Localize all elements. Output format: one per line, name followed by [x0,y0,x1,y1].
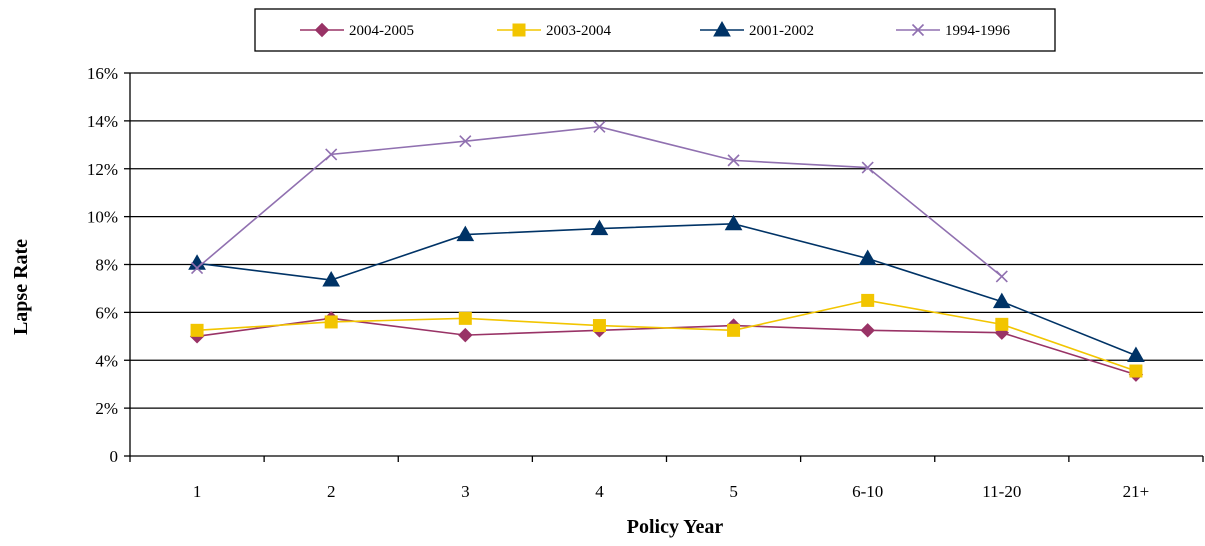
data-point [188,254,206,270]
data-point [458,327,473,343]
y-tick-label: 4% [95,351,118,370]
legend-marker [512,23,526,37]
y-axis-title: Lapse Rate [10,239,32,335]
legend-item: 2003-2004 [497,23,611,39]
data-point [861,161,874,174]
y-tick-label: 8% [95,256,118,275]
data-point [727,154,740,167]
series-2001-2002 [188,214,1145,362]
y-tick-label: 16% [87,64,118,83]
data-point [727,323,741,337]
x-axis-title: Policy Year [627,516,724,538]
series-line [197,299,1137,372]
data-point [995,270,1008,283]
x-tick-label: 11-20 [982,482,1021,501]
data-point [190,323,204,337]
series-2003-2004 [190,293,1143,378]
y-tick-label: 10% [87,208,118,227]
x-tick-label: 3 [461,482,470,501]
legend-marker [314,22,330,38]
x-tick-label: 6-10 [852,482,883,501]
x-tick-label: 1 [193,482,202,501]
data-point [322,271,341,287]
y-tick-label: 0 [110,447,119,466]
legend-box [254,8,1056,52]
data-point [992,292,1011,309]
data-point [590,219,609,236]
data-point [458,311,472,325]
data-point [592,319,606,333]
legend-marker [713,20,731,37]
legend-label: 1994-1996 [945,23,1010,39]
series-line [196,126,1003,278]
data-point [459,135,472,148]
data-point [860,323,875,338]
series-line [196,317,1137,376]
y-tick-label: 6% [95,303,118,322]
data-point [325,148,338,161]
legend: 2004-2005 2003-2004 2001-2002 1994-1996 [254,8,1056,52]
axes [124,72,1204,462]
x-tick-label: 21+ [1123,482,1150,501]
series-1994-1996 [190,120,1008,283]
data-point [1127,346,1145,362]
data-point [324,315,338,329]
legend-marker [911,23,925,37]
data-point [456,225,475,242]
y-tick-label: 14% [87,112,118,131]
legend-item: 2004-2005 [300,22,414,39]
data-point [858,249,877,266]
data-point [1129,364,1143,378]
series-lines [188,120,1145,382]
data-point [593,120,606,133]
gridlines [130,72,1203,409]
legend-label: 2001-2002 [749,23,814,39]
data-point [995,317,1009,331]
legend-label: 2003-2004 [546,23,611,39]
data-point [724,214,743,231]
y-tick-label: 2% [95,399,118,418]
series-line [196,223,1137,357]
legend-item: 2001-2002 [700,20,814,39]
data-point [190,262,204,275]
tick-labels: 0 2% 4% 6% 8% 10% 12% 14% 16% 1 2 3 4 5 6-10 11-20 21+ [87,64,1149,501]
data-point [861,293,875,307]
x-tick-label: 5 [729,482,738,501]
legend-label: 2004-2005 [349,23,414,39]
x-tick-label: 4 [595,482,604,501]
x-tick-label: 2 [327,482,336,501]
legend-item: 1994-1996 [896,23,1010,39]
y-tick-label: 12% [87,160,118,179]
